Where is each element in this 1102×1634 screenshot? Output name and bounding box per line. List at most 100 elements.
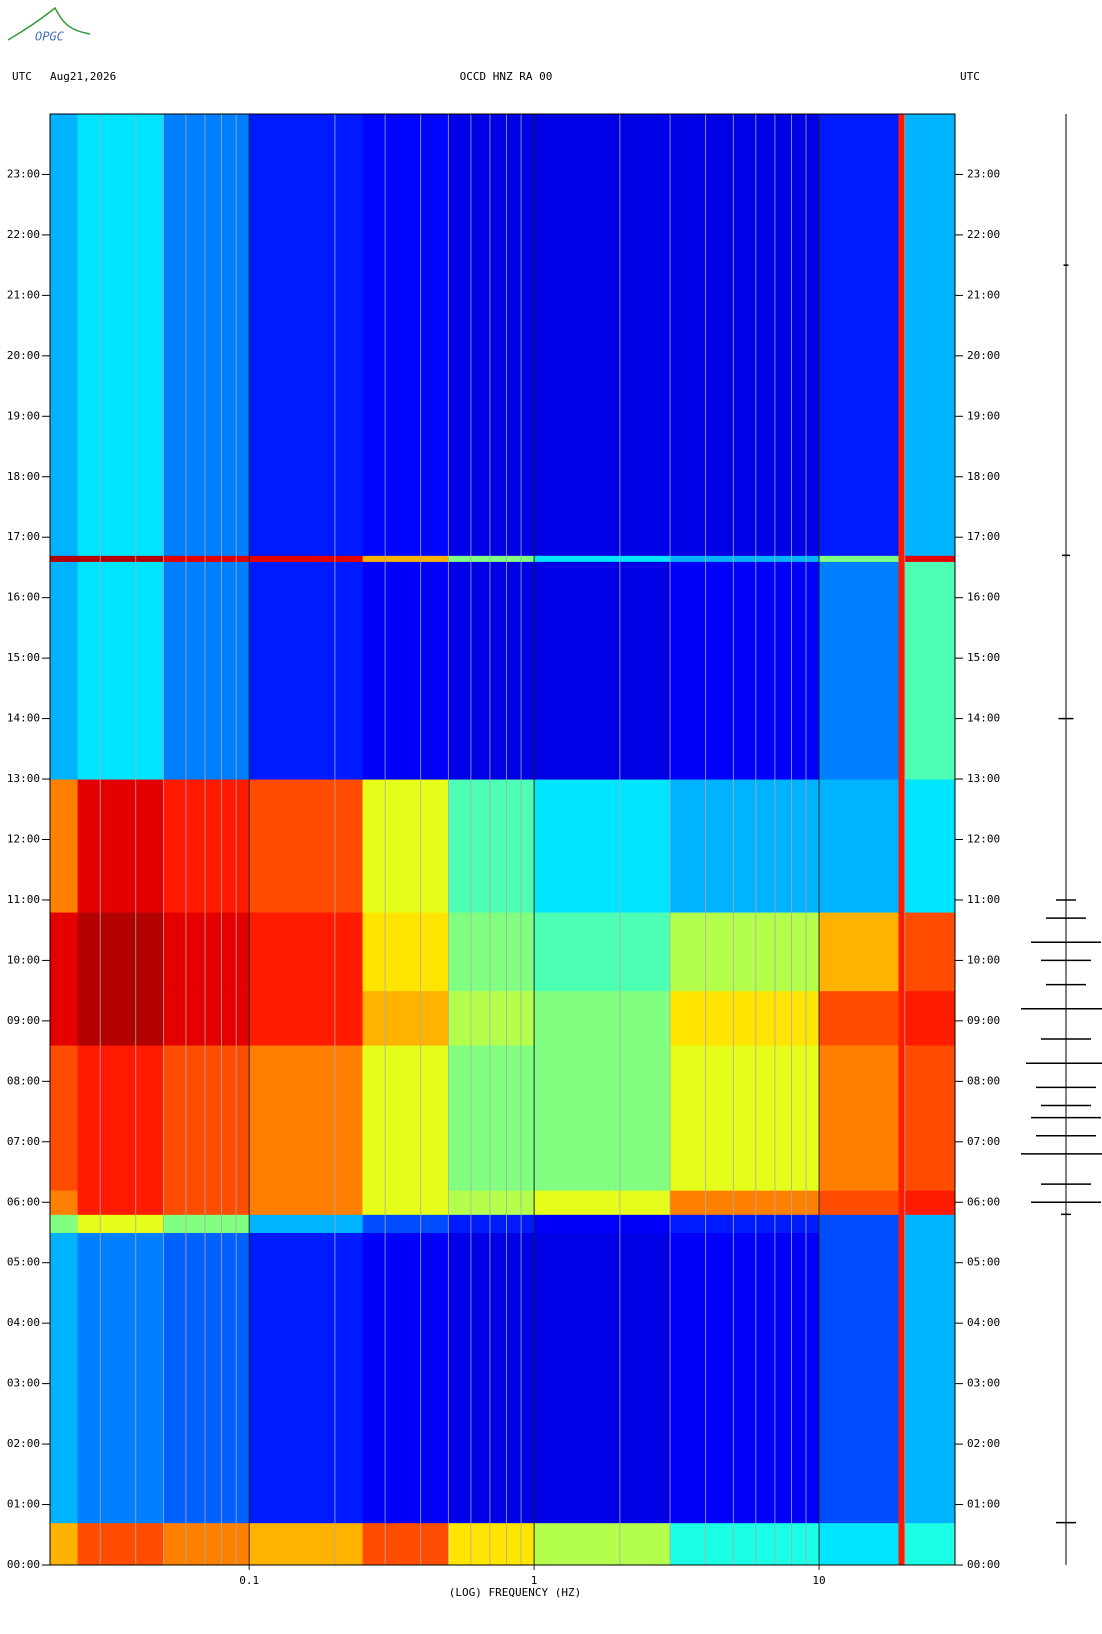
cell: [163, 1214, 250, 1233]
x-tick-label: 1: [531, 1574, 538, 1587]
cell: [904, 1232, 956, 1524]
cell: [77, 114, 164, 556]
left-label: UTC: [12, 70, 32, 83]
cell: [670, 1232, 820, 1524]
cell: [50, 1214, 79, 1233]
y-tick-label-right: 06:00: [967, 1195, 1000, 1208]
y-tick-label-right: 22:00: [967, 228, 1000, 241]
cell: [819, 779, 899, 913]
cell: [670, 990, 820, 1046]
cell: [904, 114, 956, 556]
cell: [448, 114, 535, 556]
cell: [534, 561, 671, 780]
y-tick-label: 16:00: [7, 591, 40, 604]
cell: [249, 114, 364, 556]
y-tick-label-right: 03:00: [967, 1377, 1000, 1390]
y-tick-label: 04:00: [7, 1316, 40, 1329]
y-tick-label: 21:00: [7, 288, 40, 301]
cell: [362, 1232, 449, 1524]
cell: [534, 990, 671, 1046]
cell: [898, 1214, 906, 1233]
cell: [50, 1522, 79, 1566]
y-tick-label: 08:00: [7, 1074, 40, 1087]
y-tick-label: 20:00: [7, 349, 40, 362]
cell: [904, 1522, 956, 1566]
y-tick-label-right: 16:00: [967, 591, 1000, 604]
y-tick-label: 00:00: [7, 1558, 40, 1571]
cell: [77, 779, 164, 913]
cell: [819, 1232, 899, 1524]
y-tick-label-right: 17:00: [967, 530, 1000, 543]
cell: [249, 1045, 364, 1191]
cell: [163, 912, 250, 992]
cell: [77, 1232, 164, 1524]
cell: [670, 1214, 820, 1233]
cell: [163, 561, 250, 780]
y-tick-label: 07:00: [7, 1135, 40, 1148]
y-tick-label-right: 23:00: [967, 167, 1000, 180]
x-axis-label: (LOG) FREQUENCY (HZ): [449, 1586, 581, 1599]
cell: [448, 555, 535, 562]
y-tick-label: 18:00: [7, 470, 40, 483]
cell: [448, 561, 535, 780]
cell: [50, 555, 79, 562]
cell: [163, 1232, 250, 1524]
cell: [898, 779, 906, 913]
logo: OPGC: [35, 30, 65, 44]
cell: [819, 1214, 899, 1233]
cell: [898, 561, 906, 780]
cell: [163, 1190, 250, 1215]
y-tick-label-right: 21:00: [967, 288, 1000, 301]
y-tick-label-right: 09:00: [967, 1014, 1000, 1027]
y-tick-label-right: 00:00: [967, 1558, 1000, 1571]
y-tick-label-right: 11:00: [967, 893, 1000, 906]
y-tick-label-right: 05:00: [967, 1256, 1000, 1269]
cell: [249, 912, 364, 992]
cell: [163, 1522, 250, 1566]
cell: [362, 1190, 449, 1215]
cell: [77, 990, 164, 1046]
cell: [534, 1522, 671, 1566]
y-tick-label: 12:00: [7, 833, 40, 846]
y-tick-label-right: 08:00: [967, 1074, 1000, 1087]
cell: [534, 1190, 671, 1215]
cell: [534, 912, 671, 992]
y-tick-label-right: 15:00: [967, 651, 1000, 664]
y-tick-label: 03:00: [7, 1377, 40, 1390]
cell: [163, 990, 250, 1046]
cell: [898, 990, 906, 1046]
y-tick-label: 23:00: [7, 167, 40, 180]
cell: [819, 561, 899, 780]
cell: [50, 990, 79, 1046]
cell: [819, 912, 899, 992]
cell: [898, 1232, 906, 1524]
cell: [362, 114, 449, 556]
y-tick-label: 01:00: [7, 1498, 40, 1511]
cell: [163, 779, 250, 913]
cell: [448, 1190, 535, 1215]
cell: [77, 555, 164, 562]
cell: [904, 779, 956, 913]
cell: [50, 561, 79, 780]
y-tick-label-right: 20:00: [967, 349, 1000, 362]
cell: [448, 779, 535, 913]
date: Aug21,2026: [50, 70, 116, 83]
cell: [448, 1214, 535, 1233]
y-tick-label-right: 19:00: [967, 409, 1000, 422]
y-tick-label-right: 14:00: [967, 712, 1000, 725]
cell: [670, 561, 820, 780]
cell: [448, 1522, 535, 1566]
logo-mark: [7, 6, 91, 41]
cell: [77, 1522, 164, 1566]
cell: [77, 1190, 164, 1215]
cell: [77, 1045, 164, 1191]
cell: [904, 561, 956, 780]
y-tick-label: 19:00: [7, 409, 40, 422]
chart-title: OCCD HNZ RA 00: [460, 70, 553, 83]
cell: [448, 1232, 535, 1524]
x-tick-label: 10: [812, 1574, 825, 1587]
cell: [249, 779, 364, 913]
cell: [534, 555, 671, 562]
cell: [362, 990, 449, 1046]
